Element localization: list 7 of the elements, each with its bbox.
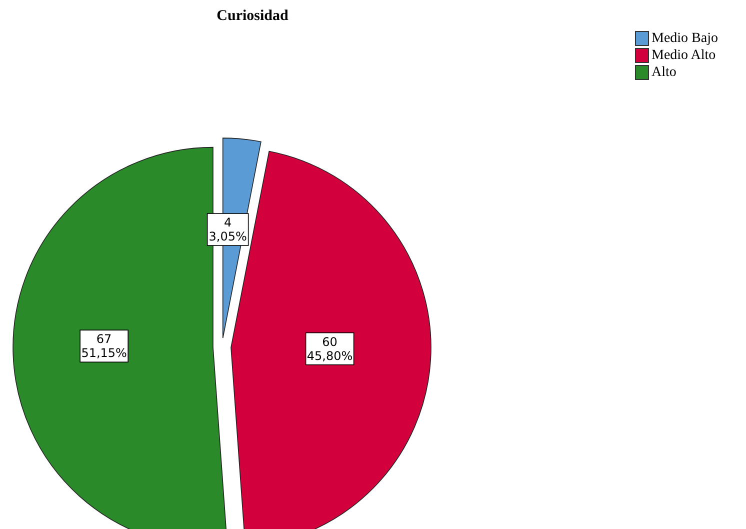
legend-label: Medio Alto [652, 47, 716, 64]
legend-label: Medio Bajo [652, 30, 718, 47]
data-label: 67 51,15% [81, 332, 127, 360]
legend-label: Alto [652, 64, 676, 81]
chart-title: Curiosidad [216, 8, 290, 25]
data-label: 4 3,05% [208, 216, 247, 244]
data-label: 60 45,80% [306, 334, 353, 363]
